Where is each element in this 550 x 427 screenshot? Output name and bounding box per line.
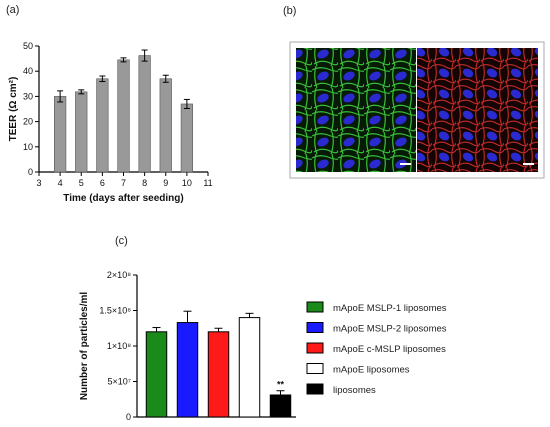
- y-tick-label-a: 20: [23, 117, 33, 127]
- x-tick-label-a: 3: [36, 178, 41, 188]
- panel-label-a: (a): [6, 4, 19, 16]
- legend-swatch: [306, 383, 324, 395]
- y-tick-label-c: 0: [126, 412, 131, 422]
- bar-day-4: [54, 96, 67, 173]
- teer-chart: 0 10 20 30 40 50 3 4 5 6 7 8 9 10 11 Time (days after s…: [8, 41, 213, 204]
- bar-day-5: [75, 91, 88, 173]
- y-tick-label-a: 10: [23, 142, 33, 152]
- panel-label-b: (b): [283, 5, 296, 17]
- x-tick-label-a: 6: [100, 178, 105, 188]
- legend-label: mApoE MSLP-2 liposomes: [333, 324, 447, 335]
- legend-swatch: [306, 363, 324, 374]
- bar-mapoe-mslp-1-liposomes: [145, 331, 168, 418]
- bar-day-10: [180, 103, 193, 173]
- bar-day-8: [138, 55, 151, 173]
- y-tick-label-c: 1×10⁸: [107, 341, 131, 351]
- y-tick-label-a: 0: [28, 167, 33, 177]
- y-tick-label-c: 5×10⁷: [107, 377, 131, 387]
- bar-day-9: [159, 78, 172, 173]
- particles-chart: 0 5×10⁷ 1×10⁸ 1.5×10⁸ 2×10⁸ ** Number of parti…: [79, 270, 296, 422]
- bar-mapoe-c-mslp-liposomes: [207, 331, 230, 418]
- legend-label: mApoE c-MSLP liposomes: [333, 344, 446, 355]
- x-tick-label-a: 7: [121, 178, 126, 188]
- bar-mapoe-mslp-2-liposomes: [176, 322, 199, 418]
- y-tick-label-c: 2×10⁸: [107, 270, 131, 280]
- bar-liposomes: [269, 394, 292, 418]
- x-tick-label-a: 5: [79, 178, 84, 188]
- legend-swatch: [306, 301, 324, 313]
- legend-label: mApoE liposomes: [333, 365, 410, 376]
- y-axis-label-a: TEER (Ω cm²): [8, 77, 19, 142]
- microscopy-right-channel: [417, 48, 538, 172]
- bar-day-6: [96, 78, 109, 173]
- microscopy-image: [289, 41, 545, 179]
- bar-mapoe-liposomes: [238, 317, 261, 418]
- legend-label: liposomes: [333, 385, 376, 396]
- y-tick-label-c: 1.5×10⁸: [99, 306, 131, 316]
- y-tick-label-a: 50: [23, 41, 33, 51]
- y-tick-label-a: 30: [23, 91, 33, 101]
- x-axis-label-a: Time (days after seeding): [63, 193, 183, 204]
- significance-annotation: **: [277, 380, 285, 390]
- panel-label-c: (c): [115, 235, 128, 247]
- bar-day-7: [117, 59, 130, 173]
- legend-label: mApoE MSLP-1 liposomes: [333, 303, 447, 314]
- legend-swatch: [306, 322, 324, 333]
- x-tick-label-a: 10: [182, 178, 192, 188]
- x-tick-label-a: 9: [163, 178, 168, 188]
- x-tick-label-a: 4: [58, 178, 63, 188]
- y-tick-label-a: 40: [23, 66, 33, 76]
- x-tick-label-a: 8: [142, 178, 147, 188]
- microscopy-left-channel: [296, 48, 416, 172]
- y-axis-label-c: Number of particles/ml: [79, 292, 90, 401]
- particles-legend: mApoE MSLP-1 liposomes mApoE MSLP-2 lipos…: [306, 301, 447, 396]
- legend-swatch: [306, 342, 324, 354]
- x-tick-label-a: 11: [203, 178, 212, 188]
